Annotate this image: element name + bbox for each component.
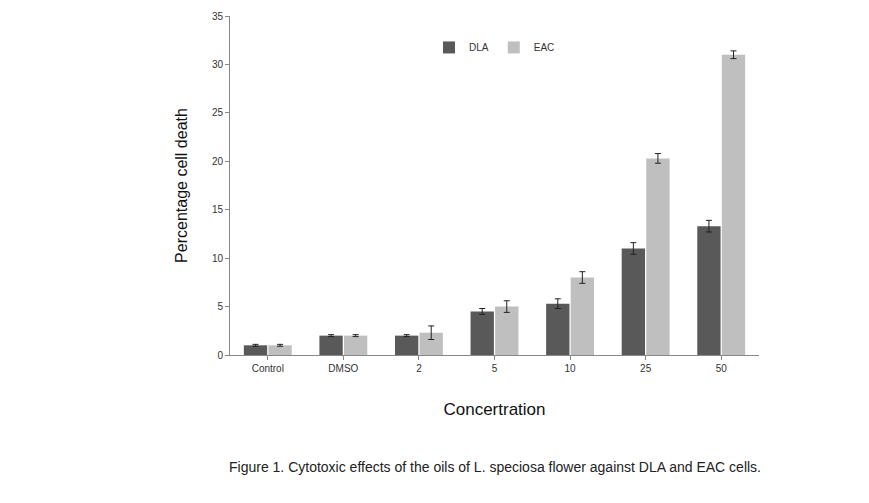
svg-text:0: 0 <box>217 350 223 361</box>
svg-text:25: 25 <box>212 107 224 118</box>
svg-text:20: 20 <box>212 156 224 167</box>
svg-text:EAC: EAC <box>534 42 555 53</box>
svg-text:Percentage cell death: Percentage cell death <box>173 108 190 263</box>
svg-text:15: 15 <box>212 204 224 215</box>
svg-text:DLA: DLA <box>469 42 489 53</box>
svg-text:5: 5 <box>217 301 223 312</box>
svg-text:10: 10 <box>212 253 224 264</box>
svg-text:Figure 1. Cytotoxic effects of: Figure 1. Cytotoxic effects of the oils … <box>229 459 761 475</box>
svg-text:10: 10 <box>565 363 577 374</box>
svg-text:5: 5 <box>492 363 498 374</box>
svg-text:35: 35 <box>212 11 224 22</box>
svg-text:2: 2 <box>416 363 422 374</box>
svg-text:25: 25 <box>640 363 652 374</box>
svg-text:DMSO: DMSO <box>328 363 358 374</box>
svg-text:50: 50 <box>716 363 728 374</box>
svg-text:Concertration: Concertration <box>443 400 545 419</box>
svg-text:Control: Control <box>252 363 284 374</box>
svg-text:30: 30 <box>212 59 224 70</box>
